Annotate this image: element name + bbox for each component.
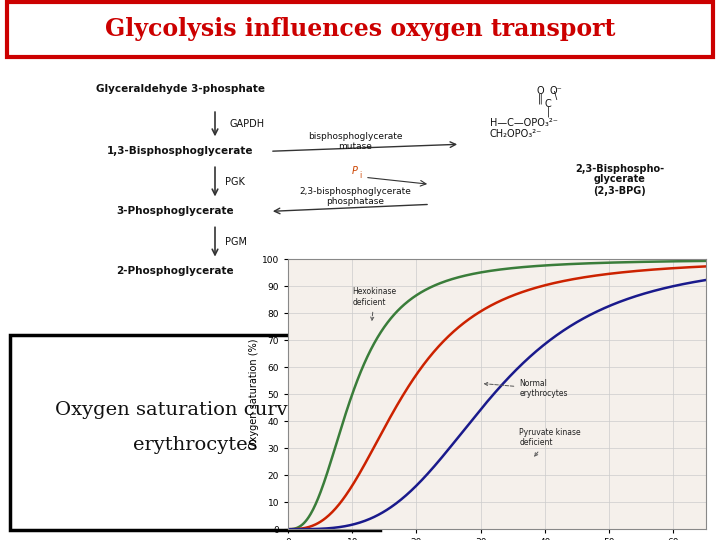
Text: mutase: mutase [338,142,372,151]
Text: GAPDH: GAPDH [230,119,265,129]
Bar [7,3,713,57]
Text: PGK: PGK [225,177,245,187]
Text: 2,3-Bisphospho-: 2,3-Bisphospho- [575,164,665,174]
Text: bisphosphoglycerate: bisphosphoglycerate [307,132,402,141]
Text: 2-Phosphoglycerate: 2-Phosphoglycerate [116,267,234,276]
Text: C: C [544,99,552,109]
Text: \: \ [554,91,557,101]
Text: glycerate: glycerate [594,174,646,184]
Text: Pyruvate kinase
deficient: Pyruvate kinase deficient [519,428,581,456]
Text: i: i [359,171,361,180]
Text: Glycolysis influences oxygen transport: Glycolysis influences oxygen transport [105,17,615,40]
Text: CH₂OPO₃²⁻: CH₂OPO₃²⁻ [490,129,542,139]
Text: O⁻: O⁻ [549,86,562,96]
Text: P: P [352,166,358,176]
Text: Normal
erythrocytes: Normal erythrocytes [485,379,568,399]
Text: ‖: ‖ [538,94,542,104]
Bar [10,335,380,530]
Text: Glyceraldehyde 3-phosphate: Glyceraldehyde 3-phosphate [96,84,264,94]
Text: PGM: PGM [225,238,247,247]
Text: Hexokinase
deficient: Hexokinase deficient [352,287,397,320]
Text: erythrocytes: erythrocytes [132,436,257,454]
Text: |: | [546,107,549,117]
Text: phosphatase: phosphatase [326,197,384,206]
Text: 2,3-bisphosphoglycerate: 2,3-bisphosphoglycerate [299,187,411,196]
Text: 1,3-Bisphosphoglycerate: 1,3-Bisphosphoglycerate [107,146,253,156]
Text: Oxygen saturation curves in: Oxygen saturation curves in [55,401,335,418]
Text: (2,3-BPG): (2,3-BPG) [593,186,647,197]
Text: H—C—OPO₃²⁻: H—C—OPO₃²⁻ [490,118,558,128]
Y-axis label: Oxygen saturation (%): Oxygen saturation (%) [249,339,259,449]
Text: O: O [536,86,544,96]
Text: 3-Phosphoglycerate: 3-Phosphoglycerate [116,206,234,217]
